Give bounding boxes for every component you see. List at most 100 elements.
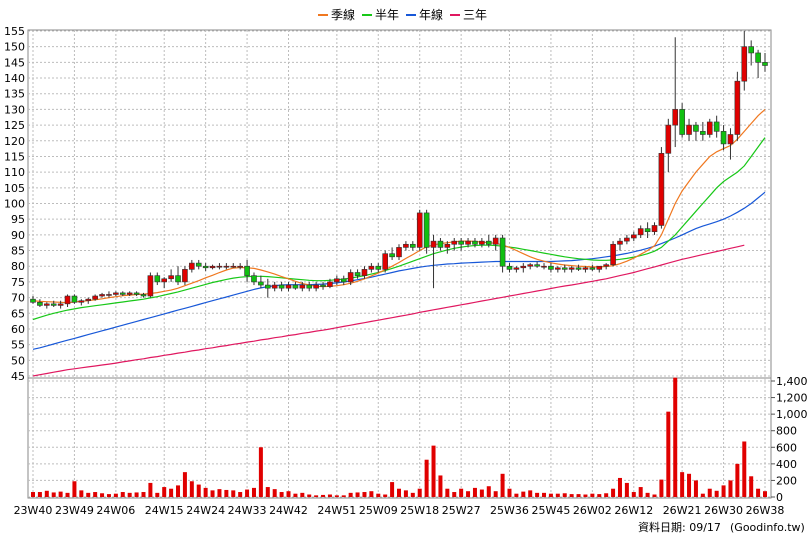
candle-body: [237, 265, 243, 268]
candle-body: [147, 275, 154, 297]
volume-bar: [756, 488, 761, 497]
candle-body: [126, 292, 133, 295]
candle-body: [306, 284, 313, 289]
x-tick-label: 24W33: [228, 504, 267, 517]
volume-bar: [763, 491, 767, 497]
volume-bar: [376, 493, 381, 497]
candle-body: [133, 292, 140, 295]
x-tick-label: 24W06: [96, 504, 135, 517]
candle-body: [541, 265, 547, 268]
x-tick-label: 25W09: [359, 504, 398, 517]
volume-bar: [307, 494, 312, 497]
x-tick-label: 24W42: [269, 504, 308, 517]
candle-body: [202, 265, 209, 269]
candle-body: [589, 267, 596, 270]
volume-bar: [390, 482, 395, 497]
volume-bar: [203, 487, 208, 497]
candle-body: [361, 269, 368, 276]
candle-body: [285, 284, 292, 289]
candle-body: [451, 240, 458, 245]
candle-body: [78, 300, 85, 303]
volume-bar: [293, 493, 298, 497]
candle-body: [444, 243, 451, 248]
candle-body: [672, 109, 679, 126]
volume-bar: [334, 495, 339, 497]
candle-body: [575, 267, 582, 270]
volume-bar: [120, 492, 125, 497]
volume-bar: [493, 491, 498, 497]
candle-body: [278, 284, 285, 289]
price-tick-label: 145: [4, 56, 25, 69]
candle-body: [430, 240, 437, 248]
candle-body: [106, 294, 112, 296]
volume-bar: [224, 489, 229, 497]
volume-bar: [569, 494, 574, 497]
volume-bar: [44, 490, 49, 497]
volume-bar: [355, 492, 360, 497]
price-tick-label: 45: [11, 370, 25, 383]
candle-body: [561, 267, 568, 270]
volume-bar: [555, 493, 560, 497]
volume-bar: [486, 486, 491, 497]
candle-body: [416, 212, 423, 248]
candle-body: [762, 62, 768, 66]
candle-body: [140, 294, 147, 297]
candle-body: [216, 265, 223, 268]
volume-bar: [604, 493, 609, 497]
volume-bar: [79, 490, 84, 497]
volume-bar: [652, 494, 657, 497]
candle-body: [189, 262, 195, 270]
candle-body: [520, 265, 527, 269]
candle-body: [44, 303, 50, 306]
volume-bar: [514, 493, 519, 497]
volume-bar: [680, 472, 685, 497]
legend-label: 年線: [419, 7, 443, 22]
volume-tick-label: 200: [776, 474, 797, 487]
volume-bar: [65, 492, 70, 497]
candle-body: [264, 284, 271, 289]
volume-bar: [631, 492, 636, 497]
volume-bar: [231, 490, 236, 497]
candle-body: [755, 52, 761, 63]
volume-bar: [617, 477, 622, 497]
candle-body: [748, 46, 754, 54]
candle-body: [154, 275, 161, 283]
volume-bar: [403, 490, 408, 497]
x-tick-label: 25W18: [400, 504, 439, 517]
volume-bar: [700, 493, 705, 497]
candle-body: [292, 284, 299, 289]
candle-body: [223, 265, 230, 268]
candle-body: [568, 267, 575, 270]
candle-body: [548, 265, 554, 270]
candle-body: [410, 243, 416, 248]
volume-bar: [100, 493, 105, 497]
candle-body: [713, 121, 720, 132]
volume-bar: [286, 491, 291, 497]
volume-bar: [659, 479, 664, 497]
legend-label: 三年: [463, 8, 487, 22]
candle-body: [630, 234, 637, 239]
volume-bar: [72, 481, 77, 497]
candle-body: [741, 46, 748, 82]
candle-body: [375, 265, 382, 270]
volume-bar: [576, 494, 581, 497]
volume-bar: [113, 493, 118, 497]
legend-label: 季線: [331, 7, 355, 22]
volume-tick-label: 400: [776, 458, 797, 471]
volume-bar: [362, 492, 367, 497]
volume-bar: [687, 473, 692, 497]
volume-bar: [638, 487, 643, 497]
volume-bar: [693, 480, 698, 497]
x-tick-label: 26W02: [573, 504, 612, 517]
x-tick-label: 24W24: [186, 504, 225, 517]
volume-bar: [272, 489, 277, 497]
volume-bar: [58, 491, 63, 497]
volume-bar: [327, 494, 332, 497]
candle-body: [119, 292, 126, 295]
candle-body: [610, 243, 616, 265]
candle-body: [720, 131, 727, 145]
volume-bar: [321, 494, 326, 497]
candle-body: [479, 240, 485, 245]
volume-bar: [721, 485, 726, 497]
volume-bar: [542, 492, 547, 497]
